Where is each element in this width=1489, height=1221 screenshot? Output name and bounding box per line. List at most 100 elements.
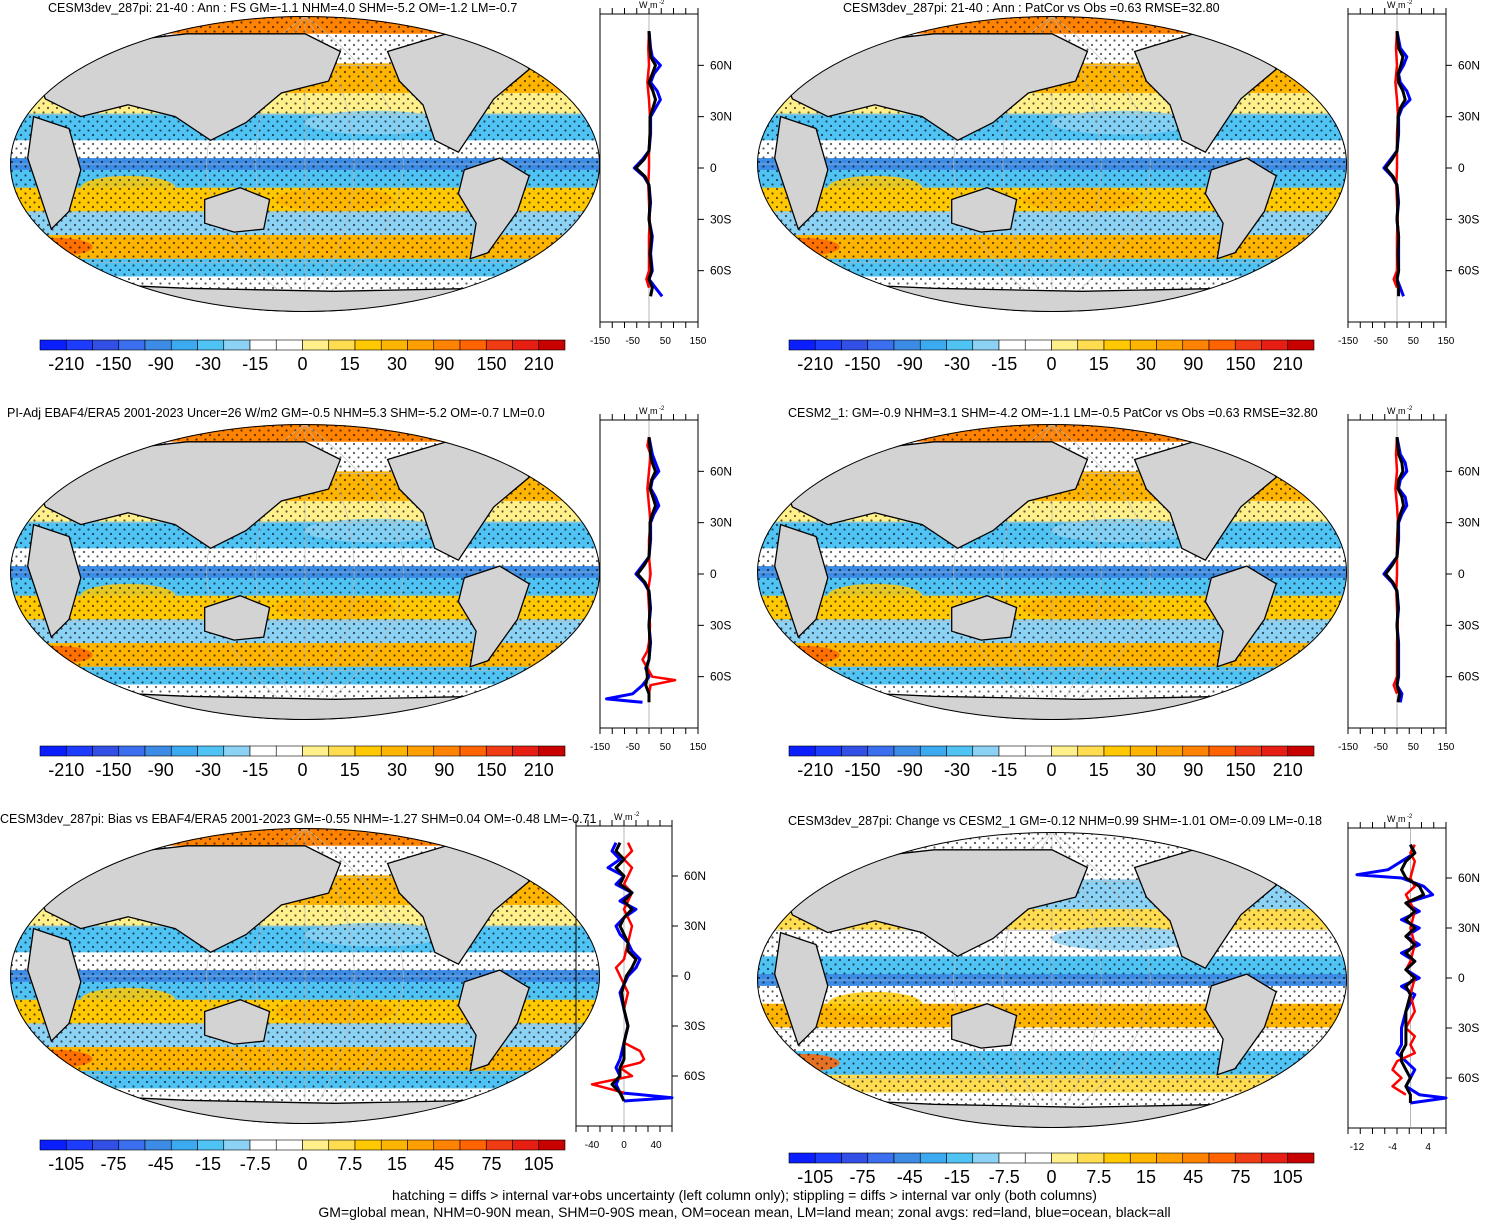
colorbar-box: [39, 1139, 67, 1151]
colorbar-box: [275, 339, 303, 351]
colorbar-box: [92, 745, 120, 757]
colorbar-label: 90: [1183, 354, 1203, 374]
colorbar-box: [170, 745, 198, 757]
colorbar-box: [1234, 745, 1262, 757]
x-tick-label: 50: [1408, 742, 1420, 753]
land-eurasia: [779, 33, 1089, 142]
colorbar-box: [459, 1139, 487, 1151]
colorbar-box: [275, 745, 303, 757]
colorbar-label: 30: [387, 760, 407, 780]
land-africa: [27, 927, 82, 1043]
x-tick-label: -50: [1373, 336, 1388, 347]
lat-label: 60N: [684, 869, 706, 883]
x-tick-label: 40: [650, 1140, 662, 1151]
lat-label: 0: [710, 161, 717, 175]
colorbar-box: [512, 1139, 540, 1151]
colorbar-box: [998, 339, 1026, 351]
robinson-map: [757, 424, 1347, 720]
colorbar-box: [1234, 1152, 1262, 1164]
lat-label: 30S: [684, 1019, 705, 1033]
zonal-series-land: [641, 436, 677, 695]
colorbar-box: [788, 1152, 816, 1164]
colorbar-label: -45: [148, 1154, 174, 1174]
footer-line-2: GM=global mean, NHM=0-90N mean, SHM=0-90…: [318, 1204, 1171, 1220]
colorbar-label: 150: [476, 760, 506, 780]
colorbar-label: -105: [48, 1154, 84, 1174]
lat-label: 0: [1458, 971, 1465, 985]
colorbar-box: [998, 745, 1026, 757]
unit-label: W m: [614, 812, 633, 822]
x-tick-label: 150: [690, 742, 707, 753]
lat-label: 30S: [1458, 1021, 1479, 1035]
colorbar-box: [144, 1139, 172, 1151]
colorbar-label: 150: [1225, 354, 1255, 374]
land-greenland: [528, 432, 572, 473]
colorbar-box: [433, 339, 461, 351]
colorbar-box: [867, 339, 895, 351]
colorbar-box: [841, 745, 869, 757]
lat-label: 30S: [710, 618, 731, 632]
colorbar-label: 210: [1273, 760, 1303, 780]
colorbar-label: 0: [1046, 1167, 1056, 1187]
colorbar-label: 210: [1273, 354, 1303, 374]
land-eurasia: [32, 33, 342, 142]
colorbar-box: [972, 745, 1000, 757]
lat-label: 60N: [1458, 871, 1480, 885]
land-australia: [951, 1003, 1018, 1049]
unit-exponent: -2: [1407, 406, 1413, 412]
colorbar-box: [1261, 745, 1289, 757]
zonal-series-all: [634, 31, 657, 297]
zonal-mean-plot: W m -2 60N 30N 0 30S 60S -150 -50 50 150: [590, 0, 732, 347]
lat-label: 30N: [684, 919, 706, 933]
x-tick-label: -4: [1388, 1142, 1397, 1153]
colorbar-label: -90: [148, 354, 174, 374]
colorbar-label: -75: [100, 1154, 126, 1174]
x-tick-label: -50: [625, 742, 640, 753]
colorbar-label: 30: [1136, 760, 1156, 780]
x-tick-label: 50: [1408, 336, 1420, 347]
colorbar-label: -7.5: [240, 1154, 271, 1174]
colorbar-box: [302, 745, 330, 757]
land-australia: [204, 187, 271, 233]
lat-label: 60N: [1458, 58, 1480, 72]
colorbar-label: -75: [849, 1167, 875, 1187]
land-eurasia: [32, 441, 342, 550]
lat-label: 30S: [710, 212, 731, 226]
colorbar-box: [946, 339, 974, 351]
unit-label: W m: [639, 406, 658, 416]
land-samerica: [1204, 565, 1277, 668]
colorbar-box: [407, 339, 435, 351]
colorbar-box: [223, 339, 251, 351]
robinson-map: [757, 16, 1347, 312]
colorbar-label: -15: [991, 760, 1017, 780]
colorbar-label: -210: [48, 760, 84, 780]
lat-label: 60N: [710, 464, 732, 478]
x-tick-label: 0: [621, 1140, 627, 1151]
colorbar-label: 15: [1089, 354, 1109, 374]
colorbar: -210 -150 -90 -30 -15 0 15 30 90 150 210: [39, 339, 566, 374]
colorbar-box: [1156, 339, 1184, 351]
x-tick-label: -150: [1338, 742, 1358, 753]
colorbar-box: [328, 339, 356, 351]
x-tick-label: -150: [1338, 336, 1358, 347]
colorbar-box: [249, 339, 277, 351]
lat-label: 30S: [1458, 212, 1479, 226]
lat-label: 30N: [710, 110, 732, 124]
colorbar-box: [197, 745, 225, 757]
x-tick-label: 4: [1425, 1142, 1431, 1153]
lat-label: 60S: [710, 670, 731, 684]
colorbar-box: [144, 339, 172, 351]
colorbar-box: [1156, 1152, 1184, 1164]
robinson-map: [10, 16, 600, 312]
colorbar-box: [1024, 339, 1052, 351]
zonal-mean-plot: W m -2 60N 30N 0 30S 60S -12 -4 4: [1347, 814, 1480, 1153]
colorbar-box: [867, 745, 895, 757]
panel-title: CESM3dev_287pi: 21-40 : Ann : FS GM=-1.1…: [48, 1, 518, 15]
colorbar-box: [946, 745, 974, 757]
colorbar-label: -15: [944, 1167, 970, 1187]
colorbar-box: [118, 339, 146, 351]
colorbar-box: [485, 745, 513, 757]
colorbar-box: [302, 1139, 330, 1151]
land-greenland: [528, 836, 572, 877]
colorbar-box: [814, 745, 842, 757]
